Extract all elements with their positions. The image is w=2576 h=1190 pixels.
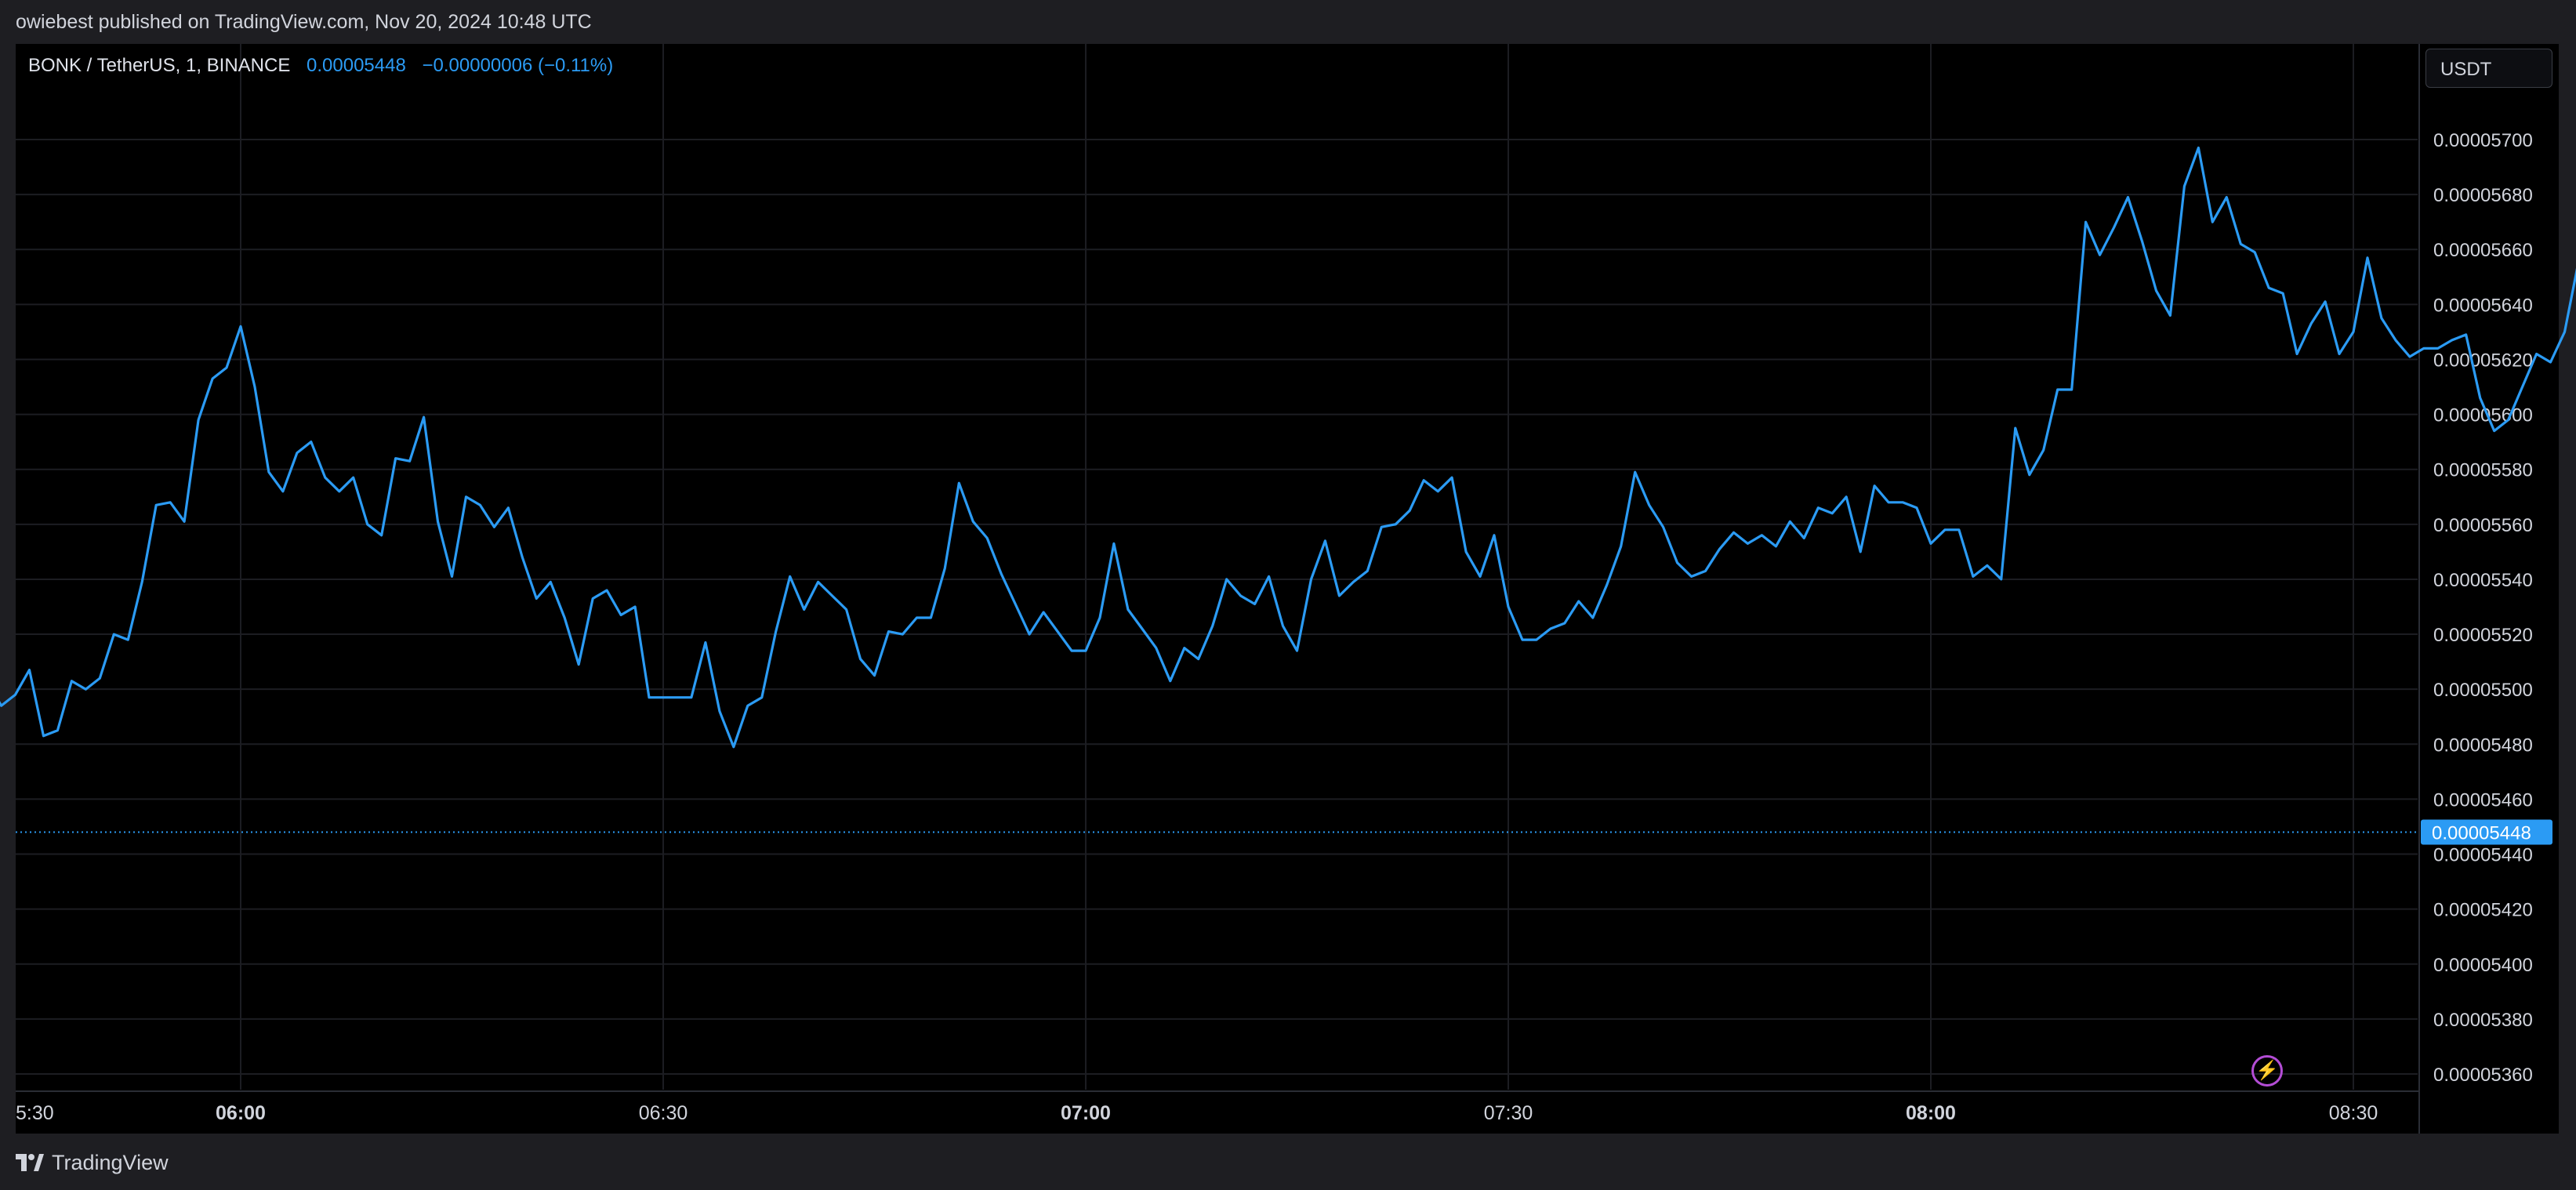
- x-tick-label: 5:30: [16, 1102, 54, 1124]
- y-tick-label: 0.00005640: [2433, 295, 2533, 316]
- y-tick-label: 0.00005700: [2433, 130, 2533, 151]
- top-bar: owiebest published on TradingView.com, N…: [0, 0, 2576, 44]
- y-tick-label: 0.00005520: [2433, 625, 2533, 646]
- y-tick-label: 0.00005560: [2433, 515, 2533, 536]
- bottom-bar: [0, 1134, 2576, 1190]
- y-tick-label: 0.00005480: [2433, 735, 2533, 756]
- y-tick-label: 0.00005500: [2433, 680, 2533, 701]
- currency-unit-button[interactable]: USDT: [2425, 49, 2552, 88]
- last-price-tag: [2421, 819, 2552, 845]
- publisher-line: owiebest published on TradingView.com, N…: [16, 11, 592, 33]
- x-tick-label: 08:00: [1906, 1102, 1956, 1124]
- chart-panel[interactable]: [16, 44, 2559, 1134]
- price-series-line[interactable]: [0, 146, 2576, 1003]
- chart-legend[interactable]: BONK / TetherUS, 1, BINANCE 0.00005448 −…: [28, 55, 613, 77]
- lightning-icon[interactable]: ⚡: [2251, 1055, 2283, 1087]
- last-price-tag-label: 0.00005448: [2432, 822, 2531, 844]
- y-tick-label: 0.00005540: [2433, 570, 2533, 591]
- y-tick-label: 0.00005660: [2433, 240, 2533, 261]
- y-tick-label: 0.00005620: [2433, 350, 2533, 371]
- symbol-label[interactable]: BONK / TetherUS, 1, BINANCE: [28, 55, 291, 76]
- tradingview-logo-icon: [16, 1154, 44, 1171]
- y-tick-label: 0.00005460: [2433, 789, 2533, 811]
- x-tick-label: 06:00: [216, 1102, 266, 1124]
- y-tick-label: 0.00005680: [2433, 185, 2533, 206]
- x-tick-label: 08:30: [2329, 1102, 2378, 1124]
- y-tick-label: 0.00005440: [2433, 845, 2533, 866]
- y-tick-label: 0.00005420: [2433, 900, 2533, 921]
- x-tick-label: 07:30: [1484, 1102, 1533, 1124]
- tradingview-logo[interactable]: TradingView: [16, 1149, 169, 1176]
- y-tick-label: 0.00005360: [2433, 1065, 2533, 1086]
- tradingview-brand: TradingView: [52, 1150, 169, 1174]
- price-change-value: −0.00000006 (−0.11%): [422, 55, 614, 76]
- y-tick-label: 0.00005380: [2433, 1010, 2533, 1031]
- y-tick-label: 0.00005580: [2433, 460, 2533, 481]
- x-tick-label: 06:30: [639, 1102, 688, 1124]
- y-tick-label: 0.00005400: [2433, 955, 2533, 976]
- x-tick-label: 07:00: [1061, 1102, 1111, 1124]
- last-price-value: 0.00005448: [307, 55, 406, 76]
- y-tick-label: 0.00005600: [2433, 405, 2533, 426]
